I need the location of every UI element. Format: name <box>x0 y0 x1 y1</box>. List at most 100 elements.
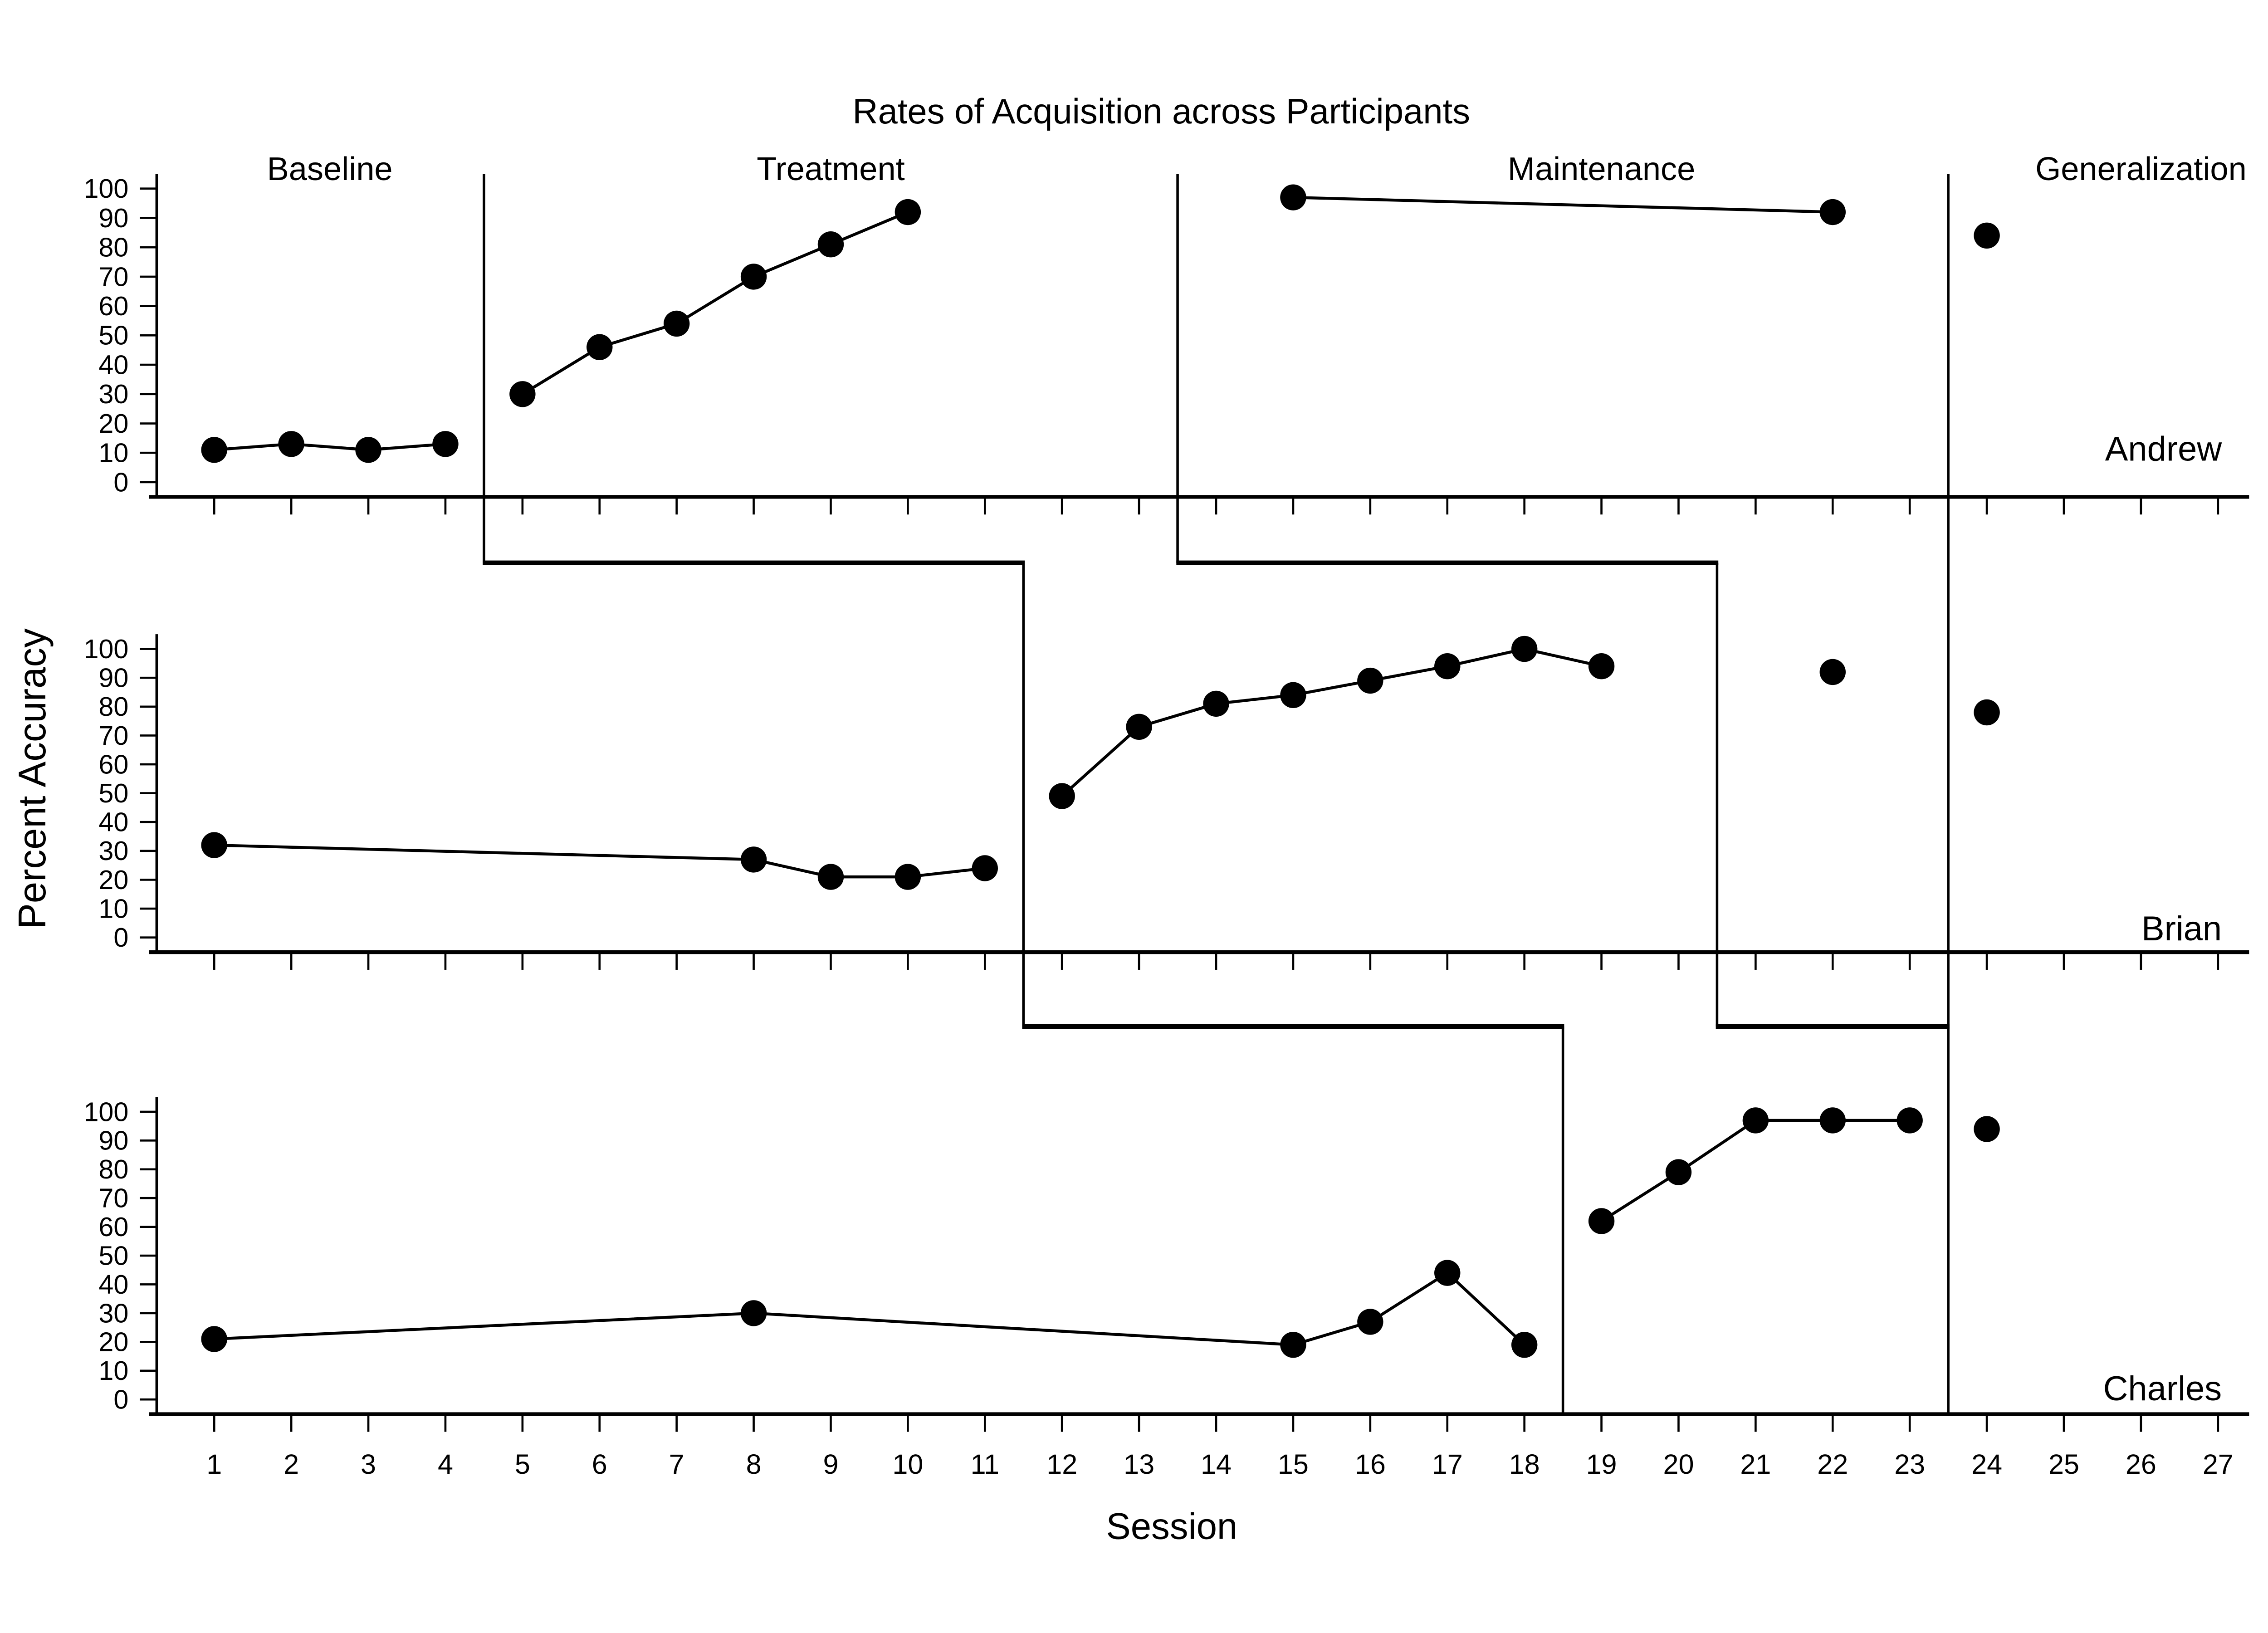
y-tick-label: 60 <box>98 1212 128 1242</box>
y-tick-label: 0 <box>113 1384 128 1415</box>
data-line-treatment <box>522 210 909 396</box>
y-tick-label: 30 <box>98 836 128 866</box>
x-tick-label: 4 <box>438 1449 453 1480</box>
y-tick-label: 90 <box>98 203 128 233</box>
data-point-generalization <box>1974 1116 2000 1142</box>
chart-content: Baseline Treatment Maintenance Generalizati… <box>83 151 2249 1480</box>
x-tick-label: 7 <box>669 1449 684 1480</box>
data-point-baseline <box>894 864 921 890</box>
y-tick-label: 50 <box>98 778 128 808</box>
x-tick-label: 26 <box>2126 1449 2156 1480</box>
y-tick-label: 40 <box>98 807 128 837</box>
x-tick-label: 1 <box>206 1449 222 1480</box>
x-tick-label: 19 <box>1586 1449 1617 1480</box>
x-tick-label: 17 <box>1432 1449 1463 1480</box>
y-tick-label: 20 <box>98 1327 128 1357</box>
y-tick-label: 20 <box>98 408 128 439</box>
data-point-treatment <box>1511 636 1538 662</box>
phase-label-maintenance: Maintenance <box>1508 151 1696 187</box>
data-point-treatment <box>740 264 767 290</box>
data-point-treatment <box>1357 667 1383 694</box>
phase-label-baseline: Baseline <box>267 151 393 187</box>
data-point-treatment <box>1049 783 1075 809</box>
y-tick-label: 70 <box>98 1183 128 1213</box>
data-point-treatment <box>1434 653 1461 680</box>
y-axis-title: Percent Accuracy <box>11 628 54 929</box>
x-tick-label: 20 <box>1663 1449 1694 1480</box>
x-tick-label: 21 <box>1740 1449 1771 1480</box>
chart-background <box>0 60 2268 1573</box>
data-point-generalization <box>1974 222 2000 249</box>
data-point-baseline <box>201 832 227 858</box>
data-point-maintenance <box>1280 184 1306 210</box>
data-point-baseline <box>972 855 998 881</box>
data-point-treatment <box>1126 714 1152 740</box>
data-point-treatment <box>1280 682 1306 709</box>
y-tick-label: 30 <box>98 379 128 409</box>
y-tick-label: 60 <box>98 749 128 779</box>
y-tick-label: 70 <box>98 720 128 751</box>
x-tick-label: 24 <box>1971 1449 2002 1480</box>
y-tick-label: 30 <box>98 1298 128 1328</box>
data-point-treatment <box>894 199 921 225</box>
phase-label-treatment: Treatment <box>757 151 904 187</box>
x-tick-label: 3 <box>361 1449 376 1480</box>
x-tick-label: 2 <box>284 1449 299 1480</box>
y-tick-label: 50 <box>98 320 128 351</box>
participant-label: Andrew <box>2105 430 2222 469</box>
data-point-treatment <box>1588 1208 1615 1234</box>
data-line-baseline <box>214 1271 1525 1346</box>
data-point-baseline <box>201 1326 227 1352</box>
data-point-baseline <box>1280 1331 1306 1358</box>
chart-title: Rates of Acquisition across Participants <box>852 92 1470 131</box>
x-tick-label: 8 <box>746 1449 762 1480</box>
y-tick-label: 70 <box>98 261 128 292</box>
y-tick-label: 0 <box>113 922 128 953</box>
x-tick-label: 18 <box>1509 1449 1540 1480</box>
data-point-baseline <box>740 1300 767 1326</box>
data-point-treatment <box>1588 653 1615 680</box>
x-tick-label: 22 <box>1817 1449 1848 1480</box>
data-line-treatment <box>1061 647 1602 797</box>
data-point-treatment <box>1203 690 1229 717</box>
x-tick-label: 5 <box>515 1449 530 1480</box>
y-tick-label: 50 <box>98 1240 128 1271</box>
y-tick-label: 10 <box>98 438 128 468</box>
data-line-baseline <box>214 442 446 452</box>
data-point-generalization <box>1974 699 2000 726</box>
y-tick-label: 80 <box>98 232 128 263</box>
participant-label: Charles <box>2103 1369 2222 1408</box>
data-point-baseline <box>278 431 304 457</box>
y-tick-label: 40 <box>98 349 128 380</box>
y-tick-label: 80 <box>98 691 128 722</box>
data-line-maintenance <box>1293 196 1833 214</box>
data-point-baseline <box>817 864 844 890</box>
data-point-baseline <box>1511 1331 1538 1358</box>
data-point-maintenance <box>1819 659 1846 685</box>
y-tick-label: 100 <box>83 173 128 204</box>
x-tick-label: 27 <box>2203 1449 2234 1480</box>
y-tick-label: 100 <box>83 1096 128 1127</box>
data-point-baseline <box>432 431 459 457</box>
data-point-treatment <box>817 231 844 258</box>
x-tick-label: 10 <box>892 1449 923 1480</box>
data-point-baseline <box>1357 1309 1383 1335</box>
data-point-treatment <box>1742 1107 1769 1134</box>
x-tick-label: 12 <box>1046 1449 1077 1480</box>
x-tick-label: 25 <box>2048 1449 2079 1480</box>
y-tick-label: 100 <box>83 634 128 664</box>
data-point-treatment <box>1665 1159 1692 1185</box>
participant-label: Brian <box>2141 909 2222 948</box>
y-tick-label: 10 <box>98 1355 128 1386</box>
data-point-treatment <box>587 334 613 360</box>
x-tick-label: 13 <box>1124 1449 1154 1480</box>
x-tick-label: 23 <box>1894 1449 1925 1480</box>
phase-label-generalization: Generalization <box>2035 151 2247 187</box>
data-point-treatment <box>509 381 536 407</box>
x-tick-label: 11 <box>971 1449 999 1480</box>
data-point-maintenance <box>1819 199 1846 225</box>
x-tick-label: 14 <box>1201 1449 1232 1480</box>
y-tick-label: 20 <box>98 865 128 895</box>
data-point-baseline <box>355 437 381 463</box>
y-tick-label: 90 <box>98 663 128 693</box>
